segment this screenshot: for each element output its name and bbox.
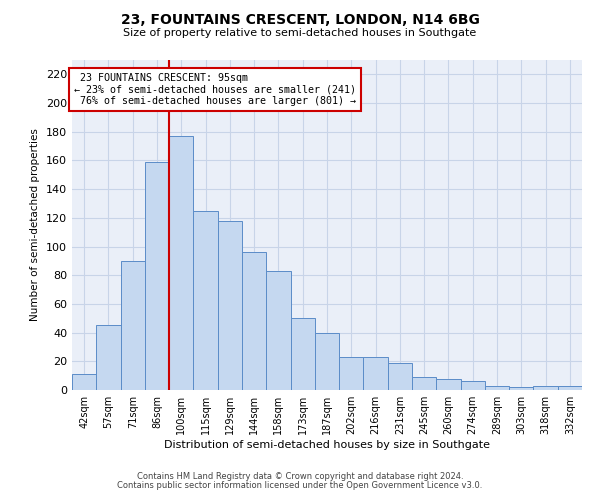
Bar xyxy=(509,387,533,390)
Bar xyxy=(412,377,436,390)
Text: 23, FOUNTAINS CRESCENT, LONDON, N14 6BG: 23, FOUNTAINS CRESCENT, LONDON, N14 6BG xyxy=(121,12,479,26)
Bar xyxy=(485,386,509,390)
Bar xyxy=(145,162,169,390)
Bar xyxy=(193,210,218,390)
Bar xyxy=(436,378,461,390)
Text: 23 FOUNTAINS CRESCENT: 95sqm
← 23% of semi-detached houses are smaller (241)
 76: 23 FOUNTAINS CRESCENT: 95sqm ← 23% of se… xyxy=(74,73,356,106)
Text: Contains HM Land Registry data © Crown copyright and database right 2024.: Contains HM Land Registry data © Crown c… xyxy=(137,472,463,481)
Bar xyxy=(72,374,96,390)
Bar xyxy=(533,386,558,390)
Bar xyxy=(266,271,290,390)
Bar xyxy=(96,326,121,390)
Text: Contains public sector information licensed under the Open Government Licence v3: Contains public sector information licen… xyxy=(118,481,482,490)
Bar xyxy=(461,382,485,390)
Bar xyxy=(121,261,145,390)
Bar xyxy=(339,357,364,390)
Bar xyxy=(315,332,339,390)
Bar xyxy=(558,386,582,390)
Bar xyxy=(218,220,242,390)
Bar xyxy=(169,136,193,390)
Bar xyxy=(388,362,412,390)
X-axis label: Distribution of semi-detached houses by size in Southgate: Distribution of semi-detached houses by … xyxy=(164,440,490,450)
Text: Size of property relative to semi-detached houses in Southgate: Size of property relative to semi-detach… xyxy=(124,28,476,38)
Bar xyxy=(364,357,388,390)
Y-axis label: Number of semi-detached properties: Number of semi-detached properties xyxy=(31,128,40,322)
Bar xyxy=(242,252,266,390)
Bar xyxy=(290,318,315,390)
